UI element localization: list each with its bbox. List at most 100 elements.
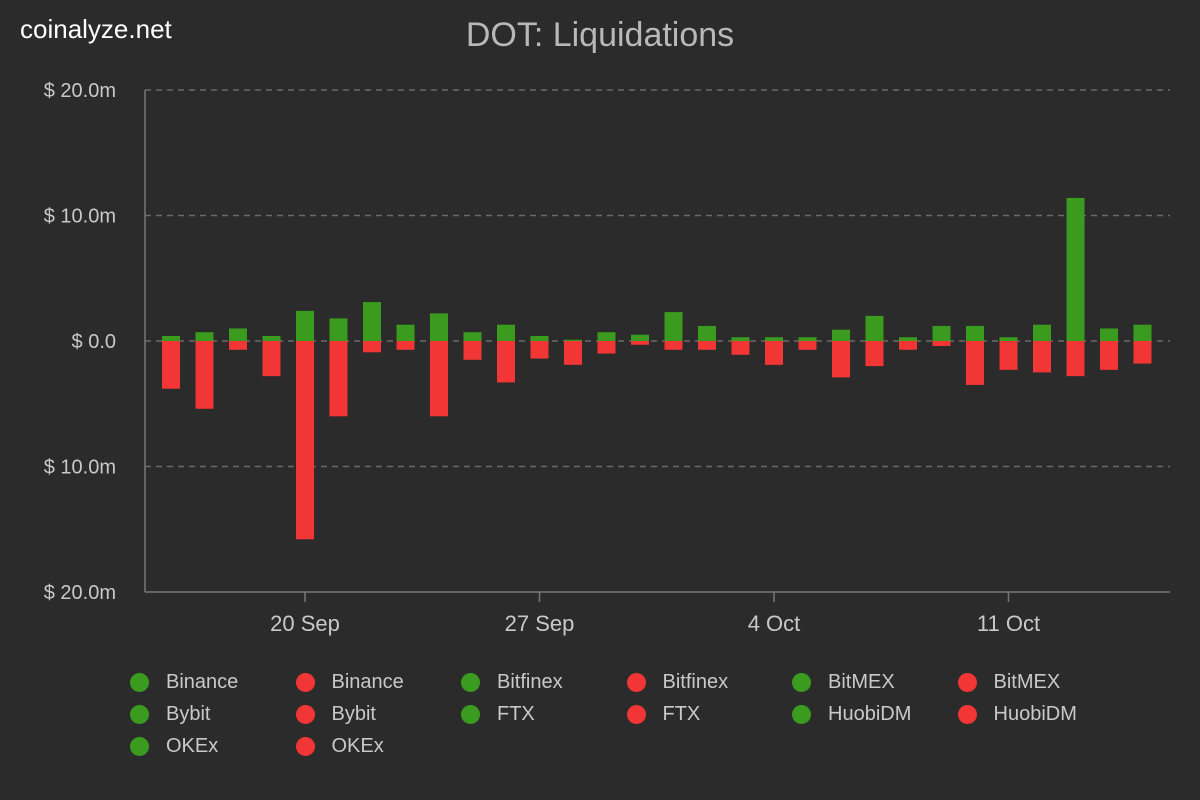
long-bar[interactable]	[497, 324, 515, 341]
legend-item[interactable]: OKEx	[130, 734, 218, 758]
long-bar[interactable]	[731, 337, 750, 341]
legend-label: FTX	[662, 702, 701, 725]
legend-label: HuobiDM	[993, 702, 1077, 725]
short-bar[interactable]	[530, 341, 549, 359]
long-bar[interactable]	[1033, 324, 1051, 341]
legend-item[interactable]: BitMEX	[792, 670, 895, 694]
legend-item[interactable]: Bitfinex	[461, 670, 563, 694]
long-bar[interactable]	[664, 312, 683, 341]
long-bar[interactable]	[966, 325, 984, 341]
long-bar[interactable]	[195, 332, 214, 341]
legend-item[interactable]: Binance	[295, 670, 404, 694]
short-bar[interactable]	[798, 341, 817, 350]
legend-label: Binance	[166, 670, 239, 693]
short-bar[interactable]	[597, 341, 616, 354]
long-bar[interactable]	[999, 337, 1018, 341]
legend-label: OKEx	[331, 734, 384, 757]
long-bar[interactable]	[1066, 197, 1085, 341]
legend-item[interactable]: BitMEX	[957, 670, 1061, 694]
legend-dot-icon	[130, 672, 149, 692]
y-tick-label: $ 20.0m	[44, 582, 116, 604]
x-tick-label: 27 Sep	[505, 611, 575, 636]
long-bar[interactable]	[932, 325, 951, 341]
legend-label: Bybit	[166, 702, 211, 725]
legend-item[interactable]: FTX	[626, 702, 701, 726]
short-bar[interactable]	[262, 341, 281, 377]
short-bar[interactable]	[899, 341, 917, 350]
legend-dot-icon	[130, 704, 149, 724]
short-bar[interactable]	[229, 341, 247, 350]
x-tick-label: 4 Oct	[748, 611, 801, 636]
x-tick-label: 11 Oct	[977, 611, 1040, 636]
short-bar[interactable]	[966, 341, 984, 385]
legend-label: Bitfinex	[662, 670, 729, 693]
long-bar[interactable]	[832, 329, 850, 341]
y-tick-label: $ 10.0m	[44, 457, 116, 479]
short-bar[interactable]	[865, 341, 884, 367]
short-bar[interactable]	[731, 341, 750, 355]
y-tick-label: $ 20.0m	[44, 80, 116, 102]
long-bar[interactable]	[229, 328, 247, 341]
short-bar[interactable]	[195, 341, 214, 409]
long-bar[interactable]	[329, 318, 348, 341]
short-bar[interactable]	[832, 341, 850, 378]
x-tick-label: 20 Sep	[270, 611, 340, 636]
legend-label: BitMEX	[993, 670, 1061, 693]
short-bar[interactable]	[999, 341, 1018, 370]
short-bar[interactable]	[664, 341, 683, 350]
legend-item[interactable]: Binance	[130, 670, 238, 694]
legend-dot-icon	[626, 704, 646, 724]
short-bar[interactable]	[497, 341, 515, 383]
short-bar[interactable]	[564, 341, 582, 365]
short-bar[interactable]	[463, 341, 482, 360]
legend-label: Bybit	[331, 702, 376, 725]
short-bar[interactable]	[1066, 341, 1085, 377]
long-bar[interactable]	[564, 339, 582, 341]
long-bar[interactable]	[262, 335, 281, 341]
short-bar[interactable]	[363, 341, 381, 353]
legend-dot-icon	[461, 704, 480, 724]
long-bar[interactable]	[430, 313, 448, 341]
short-bar[interactable]	[296, 341, 314, 540]
short-bar[interactable]	[162, 341, 180, 389]
short-bar[interactable]	[1100, 341, 1118, 370]
long-bar[interactable]	[597, 332, 616, 341]
legend-item[interactable]: OKEx	[295, 734, 384, 758]
legend-dot-icon	[461, 672, 480, 692]
legend-label: BitMEX	[828, 670, 895, 693]
long-bar[interactable]	[899, 337, 917, 341]
legend-item[interactable]: Bybit	[295, 702, 376, 726]
long-bar[interactable]	[798, 337, 817, 341]
long-bar[interactable]	[162, 335, 180, 341]
short-bar[interactable]	[329, 341, 348, 417]
long-bar[interactable]	[396, 324, 415, 341]
long-bar[interactable]	[1100, 328, 1118, 341]
long-bar[interactable]	[1133, 324, 1152, 341]
long-bar[interactable]	[296, 310, 314, 341]
brand-logo-text[interactable]: coinalyze.net	[20, 14, 172, 44]
legend-item[interactable]: Bitfinex	[626, 670, 729, 694]
long-bar[interactable]	[865, 315, 884, 341]
legend-item[interactable]: FTX	[461, 702, 535, 726]
short-bar[interactable]	[396, 341, 415, 350]
long-bar[interactable]	[765, 337, 783, 341]
legend-dot-icon	[295, 736, 315, 756]
long-bar[interactable]	[698, 325, 716, 341]
legend-item[interactable]: Bybit	[130, 702, 210, 726]
legend-item[interactable]: HuobiDM	[792, 702, 911, 726]
short-bar[interactable]	[1133, 341, 1152, 364]
short-bar[interactable]	[631, 341, 649, 345]
short-bar[interactable]	[430, 341, 448, 417]
legend-label: HuobiDM	[828, 702, 912, 725]
long-bar[interactable]	[530, 335, 549, 341]
short-bar[interactable]	[1033, 341, 1051, 373]
legend-label: OKEx	[166, 734, 219, 757]
long-bar[interactable]	[631, 334, 649, 341]
short-bar[interactable]	[765, 341, 783, 365]
short-bar[interactable]	[698, 341, 716, 350]
long-bar[interactable]	[463, 332, 482, 341]
legend-item[interactable]: HuobiDM	[957, 702, 1077, 726]
legend-dot-icon	[295, 672, 315, 692]
short-bar[interactable]	[932, 341, 951, 347]
long-bar[interactable]	[363, 302, 381, 341]
